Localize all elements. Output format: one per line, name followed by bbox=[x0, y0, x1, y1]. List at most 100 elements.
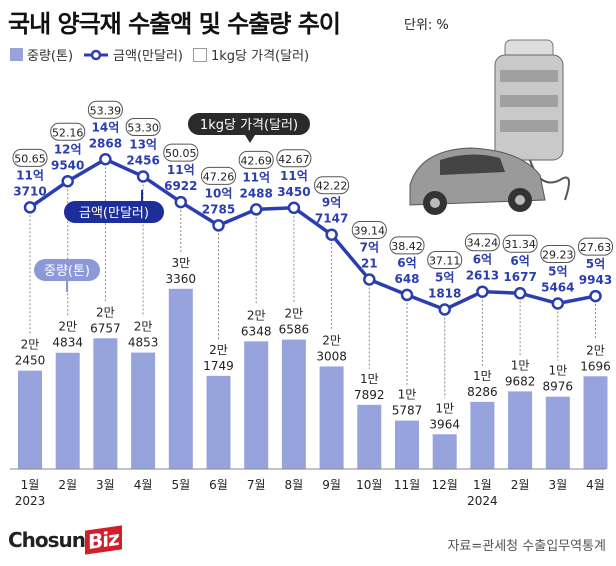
weight-label: 1만 bbox=[511, 358, 530, 372]
amount-point bbox=[400, 288, 414, 302]
amount-label: 5억 bbox=[548, 264, 567, 278]
price-bubble bbox=[351, 220, 387, 239]
weight-bar bbox=[55, 352, 80, 469]
amount-label: 21 bbox=[361, 256, 378, 270]
amount-point bbox=[23, 201, 37, 214]
year-label: 2023 bbox=[15, 494, 46, 508]
weight-bar bbox=[508, 391, 533, 469]
price-label: 34.24 bbox=[467, 237, 499, 250]
price-bubble bbox=[87, 100, 123, 119]
amount-point bbox=[325, 228, 338, 241]
weight-label: 6757 bbox=[90, 321, 121, 335]
amount-label: 2488 bbox=[239, 186, 272, 200]
price-label: 38.42 bbox=[391, 240, 423, 253]
legend-price: 1kg당 가격(달러) bbox=[192, 45, 309, 64]
price-bubble bbox=[125, 117, 161, 136]
box-swatch-icon bbox=[192, 47, 207, 62]
price-label: 31.34 bbox=[504, 238, 536, 251]
x-tick-label: 8월 bbox=[285, 478, 304, 492]
amount-line bbox=[29, 157, 596, 312]
amount-label: 7억 bbox=[360, 240, 379, 254]
svg-text:금액(만달러): 금액(만달러) bbox=[79, 206, 149, 221]
weight-bar bbox=[319, 366, 344, 469]
amount-label: 9943 bbox=[579, 273, 612, 287]
price-label: 42.67 bbox=[278, 153, 310, 166]
amount-label: 3710 bbox=[13, 184, 46, 198]
weight-label: 1만 bbox=[398, 388, 417, 402]
weight-label: 2만 bbox=[209, 343, 228, 357]
price-label: 52.16 bbox=[52, 126, 84, 139]
weight-label: 6348 bbox=[241, 324, 272, 338]
legend-weight: 중량(톤) bbox=[10, 45, 73, 64]
weight-bar bbox=[432, 434, 457, 469]
weight-label: 3360 bbox=[166, 272, 197, 286]
legend-amount: 금액(만달러) bbox=[83, 45, 183, 64]
amount-label: 648 bbox=[394, 272, 419, 286]
price-label: 39.14 bbox=[354, 224, 386, 237]
price-bubble bbox=[238, 150, 274, 169]
amount-label: 9540 bbox=[51, 158, 84, 172]
price-label: 42.69 bbox=[240, 154, 272, 167]
amount-label: 1818 bbox=[428, 287, 461, 301]
price-bubble bbox=[314, 176, 350, 195]
price-label: 42.22 bbox=[316, 180, 348, 193]
weight-label: 2만 bbox=[586, 343, 605, 357]
amount-point bbox=[551, 297, 565, 310]
amount-label: 3450 bbox=[277, 185, 310, 199]
weight-bar bbox=[395, 420, 419, 469]
weight-label: 1만 bbox=[435, 401, 454, 415]
price-bubble bbox=[50, 122, 86, 141]
amount-label: 14억 bbox=[92, 120, 120, 134]
weight-label: 9682 bbox=[505, 374, 536, 388]
amount-point bbox=[212, 219, 225, 232]
amount-point bbox=[476, 285, 489, 298]
price-bubble bbox=[163, 143, 199, 162]
source-note: 자료=관세청 수출입무역통계 bbox=[447, 539, 606, 554]
year-label: 2024 bbox=[467, 494, 498, 508]
x-tick-label: 3월 bbox=[96, 478, 115, 492]
price-bubble bbox=[201, 166, 236, 185]
weight-label: 2만 bbox=[285, 307, 304, 321]
weight-bar bbox=[244, 341, 269, 469]
price-label: 37.11 bbox=[429, 255, 461, 268]
amount-label: 11억 bbox=[16, 168, 44, 182]
chosunbiz-logo: Chosun Biz bbox=[8, 525, 122, 555]
x-tick-label: 9월 bbox=[322, 478, 341, 492]
weight-label: 3008 bbox=[316, 349, 347, 363]
weight-label: 2450 bbox=[15, 354, 46, 368]
amount-label: 9억 bbox=[322, 196, 341, 210]
weight-bar bbox=[470, 401, 495, 469]
x-tick-label: 1월 bbox=[473, 478, 492, 492]
weight-bar bbox=[206, 375, 231, 469]
price-label: 29.23 bbox=[542, 248, 574, 261]
amount-label: 2613 bbox=[466, 269, 499, 283]
price-label: 53.39 bbox=[90, 104, 122, 117]
weight-label: 6586 bbox=[279, 323, 310, 337]
price-annotation: 1kg당 가격(달러) bbox=[188, 113, 310, 143]
price-label: 50.05 bbox=[165, 147, 197, 160]
x-tick-label: 3월 bbox=[548, 478, 567, 492]
price-bubble bbox=[464, 233, 500, 252]
weight-label: 7892 bbox=[354, 388, 385, 402]
line-marker-icon bbox=[84, 49, 109, 60]
x-tick-label: 6월 bbox=[209, 478, 228, 492]
weight-label: 2만 bbox=[21, 338, 40, 352]
amount-label: 6억 bbox=[510, 254, 529, 268]
x-tick-label: 2월 bbox=[511, 478, 530, 492]
amount-label: 10억 bbox=[205, 186, 233, 200]
amount-point bbox=[99, 153, 112, 166]
amount-label: 1677 bbox=[503, 270, 536, 284]
x-tick-label: 11월 bbox=[394, 478, 420, 492]
svg-text:1kg당 가격(달러): 1kg당 가격(달러) bbox=[200, 118, 298, 133]
weight-label: 2만 bbox=[96, 305, 115, 319]
amount-point bbox=[61, 175, 74, 188]
weight-label: 4853 bbox=[128, 336, 159, 350]
amount-label: 2456 bbox=[126, 153, 159, 167]
x-tick-label: 4월 bbox=[586, 478, 605, 492]
weight-label: 4834 bbox=[52, 336, 83, 350]
amount-label: 6922 bbox=[164, 179, 197, 193]
price-label: 47.26 bbox=[203, 170, 235, 183]
chart-title: 국내 양극재 수출액 및 수출량 추이 bbox=[8, 10, 341, 38]
bar-swatch-icon bbox=[10, 48, 23, 61]
unit-label: 단위: % bbox=[404, 18, 449, 33]
